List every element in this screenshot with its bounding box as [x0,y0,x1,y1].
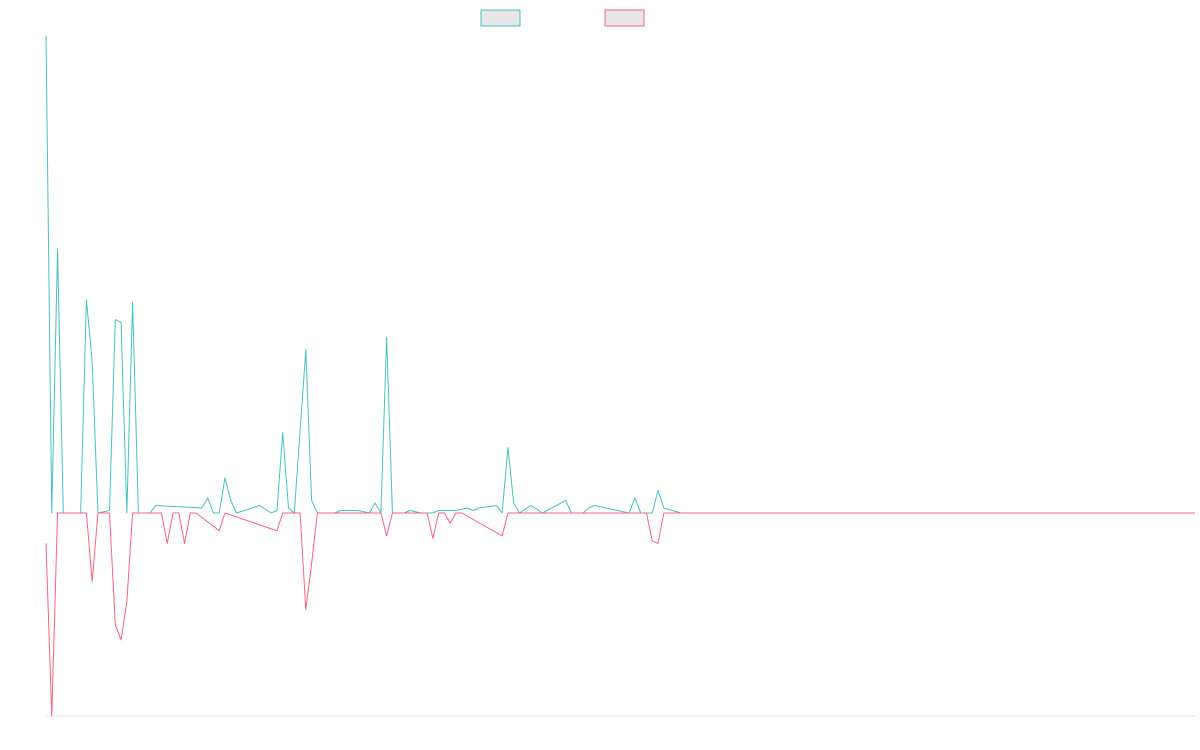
legend-swatch-series-a[interactable] [480,9,521,27]
series-line-b [45,512,1195,717]
series-layer [45,35,1195,717]
legend-swatch-series-b[interactable] [604,9,645,27]
series-line-a [45,35,1195,514]
legend [480,9,645,27]
